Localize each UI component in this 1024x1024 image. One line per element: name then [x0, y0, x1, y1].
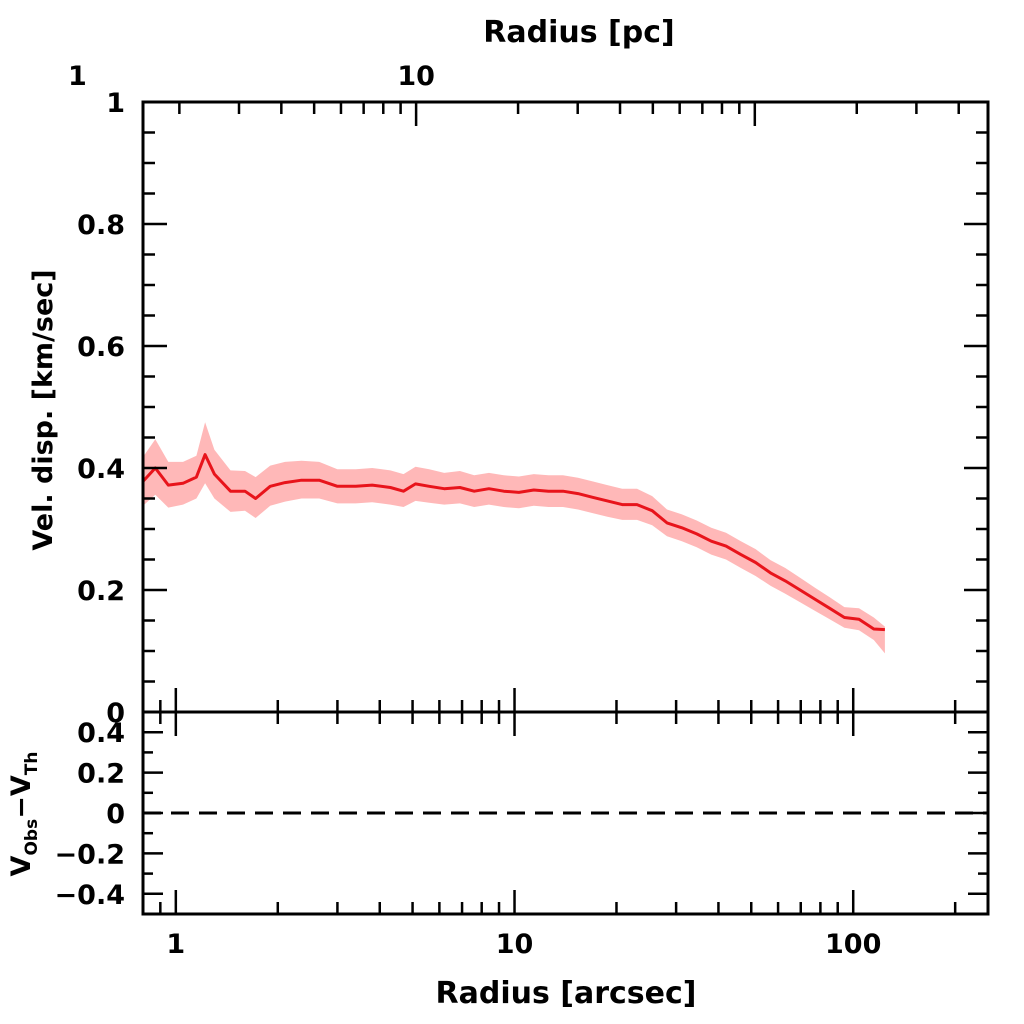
residual-axis-title-v: V — [6, 855, 37, 876]
x2-tick-label: 10 — [397, 61, 435, 92]
residual-axis-title-minus: −V — [6, 775, 37, 819]
resid-y-tick-label: 0 — [106, 799, 125, 830]
x-tick-label: 10 — [496, 929, 534, 960]
residual-axis-title-sub-th: Th — [22, 752, 42, 776]
y-tick-label: 1 — [106, 88, 125, 119]
top-panel: 1 10 0 0.2 0.4 0.6 0.8 1 — [68, 61, 990, 729]
error-band — [143, 422, 885, 654]
x-tick-label: 100 — [825, 929, 881, 960]
residual-panel: 1 10 100 −0.4 −0.2 0 0.2 0.4 — [55, 710, 990, 960]
resid-y-tick-label: −0.4 — [55, 880, 125, 911]
residual-axis-title: VObs−VTh — [6, 752, 42, 877]
y-tick-label: 0.4 — [77, 454, 125, 485]
y-tick-label: 0.8 — [77, 210, 125, 241]
y-tick-label: 0.2 — [77, 576, 125, 607]
y-axis-title: Vel. disp. [km/sec] — [28, 269, 59, 550]
top-axis-title: Radius [pc] — [483, 15, 674, 50]
x-tick-label: 1 — [166, 929, 185, 960]
dispersion-curve — [141, 453, 885, 632]
x2-tick-label: 1 — [68, 61, 87, 92]
resid-y-tick-label: 0.2 — [77, 759, 125, 790]
resid-y-tick-label: −0.2 — [55, 839, 125, 870]
residual-axis-title-sub-obs: Obs — [22, 819, 42, 856]
y-tick-label: 0 — [106, 698, 125, 729]
resid-y-tick-label: 0.4 — [77, 718, 125, 749]
y-tick-label: 0.6 — [77, 332, 125, 363]
bottom-axis-title: Radius [arcsec] — [436, 976, 697, 1011]
